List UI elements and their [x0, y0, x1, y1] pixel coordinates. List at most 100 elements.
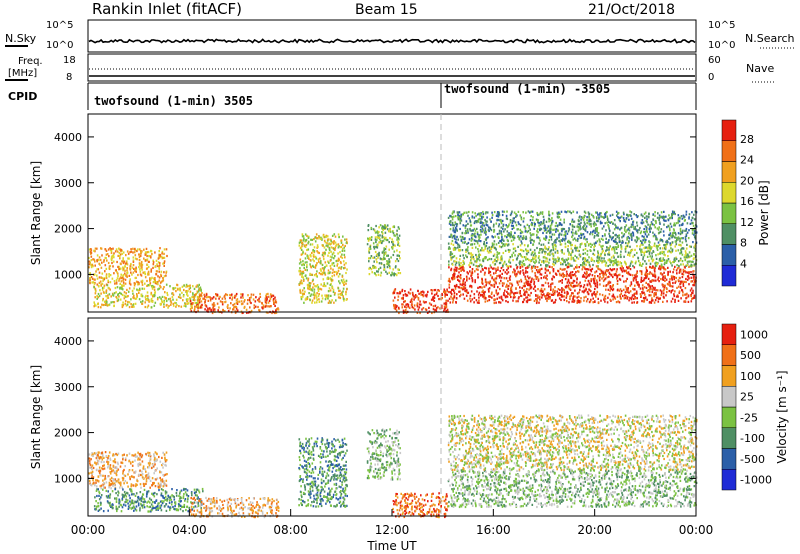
scatter-cell — [530, 210, 533, 213]
scatter-cell — [453, 270, 456, 273]
scatter-cell — [685, 280, 687, 284]
scatter-cell — [458, 244, 461, 247]
scatter-cell — [582, 233, 585, 236]
scatter-cell — [379, 234, 381, 237]
scatter-cell — [108, 293, 111, 296]
scatter-cell — [512, 247, 515, 250]
scatter-cell — [481, 217, 483, 220]
scatter-cell — [508, 250, 510, 253]
scatter-cell — [110, 248, 113, 251]
scatter-cell — [527, 210, 530, 213]
scatter-cell — [619, 253, 622, 256]
scatter-cell — [627, 253, 629, 256]
scatter-cell — [553, 293, 556, 296]
scatter-cell — [374, 238, 377, 241]
scatter-cell — [199, 286, 202, 289]
scatter-cell — [683, 256, 686, 259]
scatter-cell — [323, 267, 325, 270]
scatter-cell — [629, 284, 632, 287]
scatter-cell — [550, 282, 553, 285]
scatter-cell — [96, 254, 99, 257]
scatter-cell — [600, 259, 602, 262]
scatter-cell — [611, 269, 613, 272]
scatter-cell — [606, 270, 608, 273]
scatter-cell — [322, 244, 324, 247]
scatter-cell — [375, 258, 378, 261]
scatter-cell — [563, 289, 565, 292]
scatter-cell — [693, 233, 695, 236]
scatter-cell — [330, 250, 332, 253]
scatter-cell — [151, 284, 154, 288]
scatter-cell — [510, 212, 513, 215]
scatter-cell — [645, 219, 648, 222]
scatter-cell — [323, 271, 326, 274]
scatter-cell — [343, 249, 346, 252]
scatter-cell — [552, 301, 555, 304]
scatter-cell — [645, 286, 648, 289]
scatter-cell — [651, 279, 653, 282]
scatter-cell — [538, 224, 540, 227]
scatter-cell — [615, 225, 617, 228]
scatter-cell — [230, 302, 232, 305]
scatter-cell — [636, 270, 638, 273]
scatter-cell — [520, 254, 522, 257]
scatter-cell — [500, 256, 502, 259]
scatter-cell — [458, 271, 460, 274]
scatter-cell — [681, 231, 684, 234]
scatter-cell — [693, 282, 696, 285]
scatter-cell — [250, 301, 252, 305]
scatter-cell — [121, 305, 124, 309]
scatter-cell — [333, 242, 335, 245]
scatter-cell — [538, 270, 541, 273]
scatter-cell — [504, 244, 506, 247]
scatter-cell — [630, 283, 633, 286]
scatter-cell — [190, 302, 193, 305]
scatter-cell — [415, 295, 418, 298]
scatter-cell — [317, 287, 320, 290]
scatter-cell — [504, 296, 507, 299]
scatter-cell — [525, 249, 528, 252]
scatter-cell — [100, 292, 102, 295]
scatter-cell — [215, 294, 218, 297]
scatter-cell — [302, 251, 304, 254]
scatter-cell — [646, 235, 648, 238]
scatter-cell — [99, 258, 102, 262]
scatter-cell — [639, 293, 642, 296]
scatter-cell — [649, 245, 651, 248]
scatter-cell — [485, 223, 488, 226]
scatter-cell — [549, 232, 551, 235]
scatter-cell — [517, 297, 520, 300]
scatter-cell — [672, 281, 674, 285]
scatter-cell — [520, 218, 523, 221]
scatter-cell — [95, 270, 97, 273]
scatter-cell — [653, 301, 656, 304]
scatter-cell — [633, 288, 635, 291]
scatter-cell — [470, 256, 472, 259]
scatter-cell — [537, 294, 539, 297]
scatter-cell — [597, 250, 599, 253]
scatter-cell — [680, 280, 683, 283]
scatter-cell — [124, 282, 127, 285]
scatter-cell — [172, 293, 175, 296]
scatter-cell — [660, 290, 663, 293]
scatter-cell — [627, 251, 630, 254]
scatter-cell — [552, 245, 554, 248]
scatter-cell — [132, 247, 134, 250]
scatter-cell — [192, 298, 195, 301]
scatter-cell — [342, 278, 345, 281]
scatter-cell — [368, 250, 370, 253]
scatter-cell — [444, 307, 446, 310]
scatter-cell — [529, 284, 532, 287]
scatter-cell — [681, 247, 683, 250]
scatter-cell — [373, 266, 375, 269]
scatter-cell — [462, 265, 464, 268]
scatter-cell — [657, 296, 659, 299]
scatter-cell — [459, 227, 461, 231]
scatter-cell — [417, 296, 420, 300]
scatter-cell — [514, 247, 516, 250]
scatter-cell — [300, 246, 302, 249]
scatter-cell — [312, 258, 314, 261]
scatter-cell — [186, 300, 189, 303]
scatter-cell — [673, 257, 676, 260]
scatter-cell — [449, 235, 452, 238]
